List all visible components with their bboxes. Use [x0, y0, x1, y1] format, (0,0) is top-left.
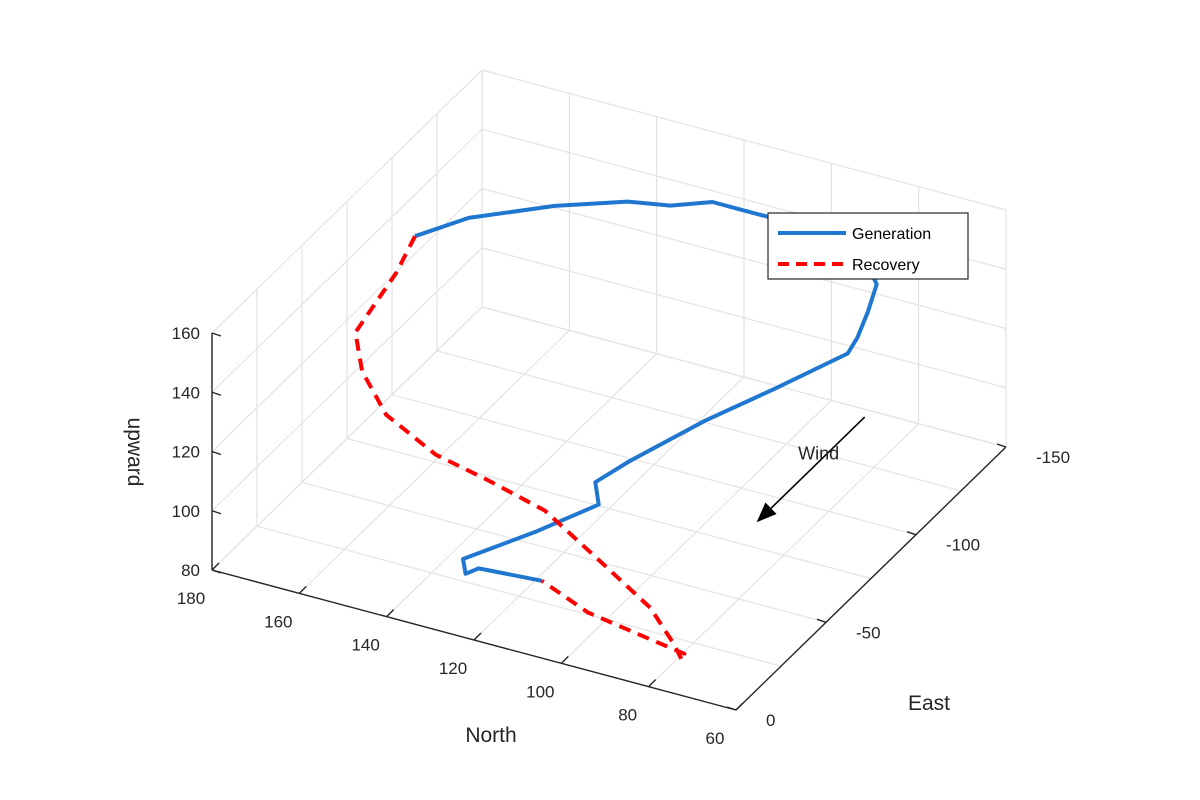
generation-series-line	[414, 199, 879, 583]
north-tick-label: 180	[177, 589, 205, 608]
grid-line	[211, 128, 483, 393]
north-tick	[648, 679, 657, 688]
upward-tick	[211, 450, 222, 456]
grid-line	[211, 188, 483, 452]
grid-layer	[211, 69, 1007, 711]
upward-tick	[211, 391, 222, 396]
east-tick-label: -50	[856, 623, 881, 642]
annotation-layer: Wind	[756, 416, 866, 523]
east-axis-line	[735, 446, 1007, 711]
east-tick-label: -100	[946, 536, 980, 555]
grid-line	[481, 187, 1007, 330]
north-tick-label: 140	[351, 636, 379, 655]
east-tick	[906, 531, 917, 536]
axis-layer: 60 80 100 120 140 160 180 0 -50 -100 -150 80 100 120 1…	[123, 324, 1070, 748]
upward-tick-label: 120	[172, 443, 200, 462]
grid-line	[211, 69, 483, 334]
upward-tick-label: 140	[172, 383, 200, 402]
north-tick	[298, 585, 307, 594]
north-tick-label: 60	[706, 729, 725, 748]
east-tick-label: -150	[1036, 448, 1070, 467]
grid-line	[211, 306, 483, 571]
upward-tick-label: 80	[181, 561, 200, 580]
north-tick-label: 100	[526, 682, 554, 701]
wind-arrow-head	[756, 502, 777, 523]
grid-line	[436, 350, 962, 492]
east-tick	[726, 706, 737, 711]
upward-axis-title: upward	[123, 418, 146, 487]
grid-line	[346, 437, 872, 580]
north-tick-label: 160	[264, 612, 292, 631]
grid-line	[256, 525, 782, 667]
legend-label-recovery: Recovery	[852, 257, 920, 274]
north-tick	[473, 632, 482, 641]
legend: Generation Recovery	[767, 212, 969, 280]
north-tick	[211, 562, 220, 571]
upward-tick	[211, 332, 222, 337]
wind-label: Wind	[798, 444, 839, 464]
east-axis-title: East	[908, 692, 950, 715]
north-tick-label: 120	[439, 659, 467, 678]
upward-tick-label: 100	[172, 502, 200, 521]
north-tick-label: 80	[618, 706, 637, 725]
legend-label-generation: Generation	[852, 226, 931, 243]
east-tick	[816, 618, 827, 623]
grid-line	[301, 481, 827, 623]
north-axis-title: North	[465, 724, 516, 747]
upward-tick	[211, 569, 222, 574]
upward-tick-label: 160	[172, 324, 200, 343]
recovery-series-line	[353, 235, 687, 663]
grid-line	[211, 247, 483, 512]
grid-line	[481, 247, 1007, 389]
east-tick-label: 0	[766, 711, 775, 730]
grid-line	[481, 69, 1007, 211]
grid-line	[481, 306, 1007, 448]
east-tick	[996, 443, 1007, 448]
upward-tick	[211, 510, 222, 515]
wind-arrow-shaft	[770, 416, 866, 509]
legend-box	[767, 212, 969, 280]
grid-line	[391, 394, 917, 536]
north-tick	[735, 702, 744, 711]
north-tick	[386, 609, 395, 618]
data-layer	[353, 199, 879, 663]
north-tick	[560, 655, 569, 664]
